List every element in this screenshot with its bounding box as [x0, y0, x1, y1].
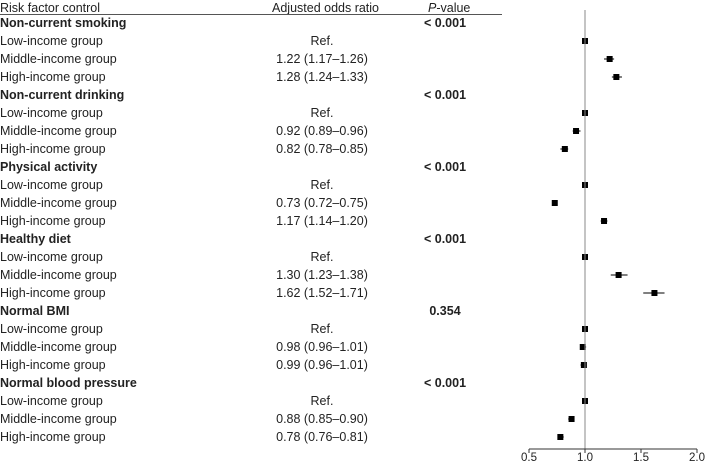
- subgroup-label: High-income group: [0, 70, 106, 84]
- category-row: Physical activity < 0.001: [0, 158, 714, 176]
- p-value: 0.354: [429, 304, 461, 318]
- subgroup-row: Low-income group Ref.: [0, 248, 714, 266]
- odds-ratio-value: 0.78 (0.76–0.81): [276, 430, 368, 444]
- point-estimate: [561, 146, 568, 152]
- x-tick-label: 1.0: [577, 452, 593, 463]
- odds-ratio-value: 1.62 (1.52–1.71): [276, 286, 368, 300]
- x-tick-label: 1.5: [633, 452, 649, 463]
- subgroup-label: High-income group: [0, 358, 106, 372]
- odds-ratio-value: 1.30 (1.23–1.38): [276, 268, 368, 282]
- header-p-value: P-value: [428, 0, 470, 16]
- subgroup-row: High-income group 1.28 (1.24–1.33): [0, 68, 714, 86]
- p-value: < 0.001: [423, 16, 467, 30]
- subgroup-row: High-income group 0.82 (0.78–0.85): [0, 140, 714, 158]
- odds-ratio-value: 0.99 (0.96–1.01): [276, 358, 368, 372]
- point-estimate: [557, 434, 564, 440]
- odds-ratio-value: 0.73 (0.72–0.75): [276, 196, 368, 210]
- p-value: < 0.001: [423, 88, 467, 102]
- subgroup-row: Low-income group Ref.: [0, 392, 714, 410]
- subgroup-label: Low-income group: [0, 106, 103, 120]
- subgroup-label: Low-income group: [0, 250, 103, 264]
- header-rule: [0, 14, 502, 15]
- category-label: Healthy diet: [0, 232, 71, 246]
- category-row: Normal BMI 0.354: [0, 302, 714, 320]
- subgroup-row: Middle-income group 1.22 (1.17–1.26): [0, 50, 714, 68]
- subgroup-row: Middle-income group 0.92 (0.89–0.96): [0, 122, 714, 140]
- subgroup-row: Low-income group Ref.: [0, 176, 714, 194]
- point-estimate: [615, 272, 622, 278]
- odds-ratio-value: 1.22 (1.17–1.26): [276, 52, 368, 66]
- odds-ratio-value: 0.88 (0.85–0.90): [276, 412, 368, 426]
- odds-ratio-value: Ref.: [310, 250, 334, 264]
- subgroup-row: High-income group 0.99 (0.96–1.01): [0, 356, 714, 374]
- subgroup-label: High-income group: [0, 430, 106, 444]
- odds-ratio-value: 0.92 (0.89–0.96): [276, 124, 368, 138]
- subgroup-label: High-income group: [0, 142, 106, 156]
- subgroup-row: High-income group 0.78 (0.76–0.81): [0, 428, 714, 446]
- odds-ratio-value: Ref.: [310, 394, 334, 408]
- odds-ratio-value: Ref.: [310, 34, 334, 48]
- subgroup-label: Middle-income group: [0, 340, 117, 354]
- point-estimate: [601, 218, 608, 224]
- point-estimate: [568, 416, 575, 422]
- odds-ratio-value: Ref.: [310, 106, 334, 120]
- subgroup-label: Low-income group: [0, 178, 103, 192]
- subgroup-label: High-income group: [0, 286, 106, 300]
- subgroup-row: High-income group 1.62 (1.52–1.71): [0, 284, 714, 302]
- subgroup-row: Middle-income group 1.30 (1.23–1.38): [0, 266, 714, 284]
- subgroup-row: High-income group 1.17 (1.14–1.20): [0, 212, 714, 230]
- odds-ratio-value: 1.17 (1.14–1.20): [276, 214, 368, 228]
- odds-ratio-value: 1.28 (1.24–1.33): [276, 70, 368, 84]
- category-row: Healthy diet < 0.001: [0, 230, 714, 248]
- point-estimate: [651, 290, 658, 296]
- point-estimate: [573, 128, 580, 134]
- point-estimate: [580, 362, 587, 368]
- subgroup-label: Middle-income group: [0, 124, 117, 138]
- odds-ratio-value: 0.98 (0.96–1.01): [276, 340, 368, 354]
- p-value: < 0.001: [423, 160, 467, 174]
- header-odds-ratio: Adjusted odds ratio: [272, 1, 380, 15]
- x-tick-label: 2.0: [689, 452, 705, 463]
- category-label: Non-current drinking: [0, 88, 125, 102]
- p-value: < 0.001: [423, 232, 467, 246]
- odds-ratio-value: Ref.: [310, 322, 334, 336]
- point-estimate: [613, 74, 620, 80]
- header-p-letter: P: [428, 1, 437, 15]
- subgroup-label: Middle-income group: [0, 52, 117, 66]
- subgroup-row: Middle-income group 0.73 (0.72–0.75): [0, 194, 714, 212]
- category-row: Non-current smoking < 0.001: [0, 14, 714, 32]
- x-tick-label: 0.5: [521, 452, 537, 463]
- odds-ratio-value: Ref.: [310, 178, 334, 192]
- category-label: Physical activity: [0, 160, 98, 174]
- p-value: < 0.001: [423, 376, 467, 390]
- subgroup-label: Middle-income group: [0, 412, 117, 426]
- subgroup-label: Low-income group: [0, 394, 103, 408]
- subgroup-row: Low-income group Ref.: [0, 320, 714, 338]
- odds-ratio-value: 0.82 (0.78–0.85): [276, 142, 368, 156]
- point-estimate: [551, 200, 558, 206]
- header-p-suffix: -value: [436, 1, 471, 15]
- subgroup-label: High-income group: [0, 214, 106, 228]
- point-estimate: [579, 344, 586, 350]
- subgroup-row: Low-income group Ref.: [0, 104, 714, 122]
- subgroup-row: Middle-income group 0.88 (0.85–0.90): [0, 410, 714, 428]
- subgroup-label: Low-income group: [0, 34, 103, 48]
- category-label: Normal blood pressure: [0, 376, 137, 390]
- subgroup-label: Low-income group: [0, 322, 103, 336]
- point-estimate: [606, 56, 613, 62]
- subgroup-row: Low-income group Ref.: [0, 32, 714, 50]
- header-factor: Risk factor control: [0, 1, 101, 15]
- category-label: Non-current smoking: [0, 16, 127, 30]
- category-row: Normal blood pressure < 0.001: [0, 374, 714, 392]
- subgroup-label: Middle-income group: [0, 268, 117, 282]
- category-label: Normal BMI: [0, 304, 70, 318]
- category-row: Non-current drinking < 0.001: [0, 86, 714, 104]
- subgroup-label: Middle-income group: [0, 196, 117, 210]
- subgroup-row: Middle-income group 0.98 (0.96–1.01): [0, 338, 714, 356]
